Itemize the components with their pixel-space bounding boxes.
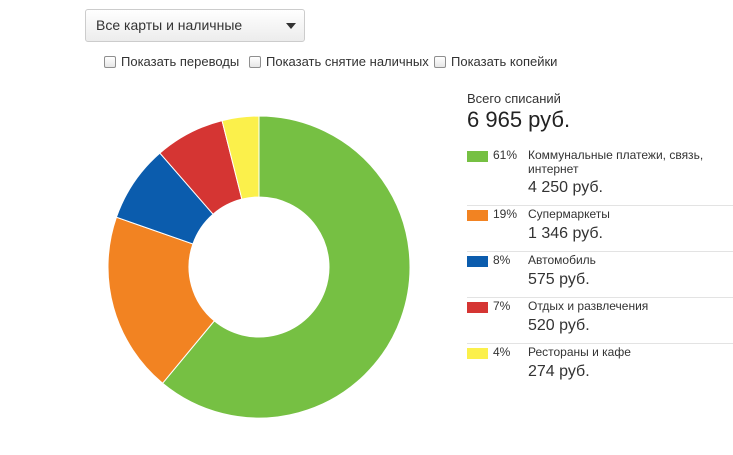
legend-amount: 520 руб.	[528, 317, 590, 334]
donut-slice[interactable]	[161, 116, 410, 418]
donut-slice[interactable]	[221, 116, 260, 200]
legend-category: Коммунальные платежи, связь, интернет	[528, 148, 704, 176]
legend-amount: 4 250 руб.	[528, 179, 603, 196]
show-transfers-checkbox[interactable]: Показать переводы	[104, 54, 239, 69]
legend-item[interactable]: 61% Коммунальные платежи, связь, интерне…	[467, 147, 733, 206]
legend-amount: 575 руб.	[528, 271, 590, 288]
show-cash-label: Показать снятие наличных	[266, 54, 429, 69]
legend-swatch	[467, 210, 488, 221]
legend-swatch	[467, 302, 488, 313]
show-cash-checkbox[interactable]: Показать снятие наличных	[249, 54, 429, 69]
checkbox-box[interactable]	[434, 55, 446, 68]
legend-percent: 61%	[493, 148, 518, 162]
legend-item[interactable]: 7% Отдых и развлечения 520 руб.	[467, 298, 733, 344]
show-kopecks-checkbox[interactable]: Показать копейки	[434, 54, 557, 69]
donut-slice[interactable]	[108, 216, 216, 384]
legend-percent: 19%	[493, 207, 518, 221]
show-transfers-label: Показать переводы	[121, 54, 240, 69]
legend-item[interactable]: 4% Рестораны и кафе 274 руб.	[467, 344, 733, 390]
expenses-donut-chart	[108, 116, 410, 418]
legend-category: Рестораны и кафе	[528, 345, 631, 359]
card-filter-select[interactable]: Все карты и наличные	[85, 9, 305, 42]
legend-item[interactable]: 19% Супермаркеты 1 346 руб.	[467, 206, 733, 252]
legend-swatch	[467, 256, 488, 267]
chevron-down-icon	[286, 23, 296, 29]
checkbox-box[interactable]	[104, 55, 116, 68]
legend-swatch	[467, 151, 488, 162]
legend-percent: 7%	[493, 299, 511, 313]
legend-percent: 8%	[493, 253, 511, 267]
legend-amount: 1 346 руб.	[528, 225, 603, 242]
legend-amount: 274 руб.	[528, 363, 590, 380]
show-kopecks-label: Показать копейки	[451, 54, 558, 69]
checkbox-box[interactable]	[249, 55, 261, 68]
legend-item[interactable]: 8% Автомобиль 575 руб.	[467, 252, 733, 298]
legend-category: Автомобиль	[528, 253, 596, 267]
legend-category: Отдых и развлечения	[528, 299, 649, 313]
legend-swatch	[467, 348, 488, 359]
card-filter-value: Все карты и наличные	[96, 17, 243, 33]
legend-percent: 4%	[493, 345, 511, 359]
legend-list: 61% Коммунальные платежи, связь, интерне…	[467, 147, 733, 390]
total-label: Всего списаний	[467, 91, 561, 106]
total-value: 6 965 руб.	[467, 107, 571, 132]
expenses-legend: Всего списаний 6 965 руб. 61% Коммунальн…	[467, 91, 733, 390]
legend-category: Супермаркеты	[528, 207, 610, 221]
